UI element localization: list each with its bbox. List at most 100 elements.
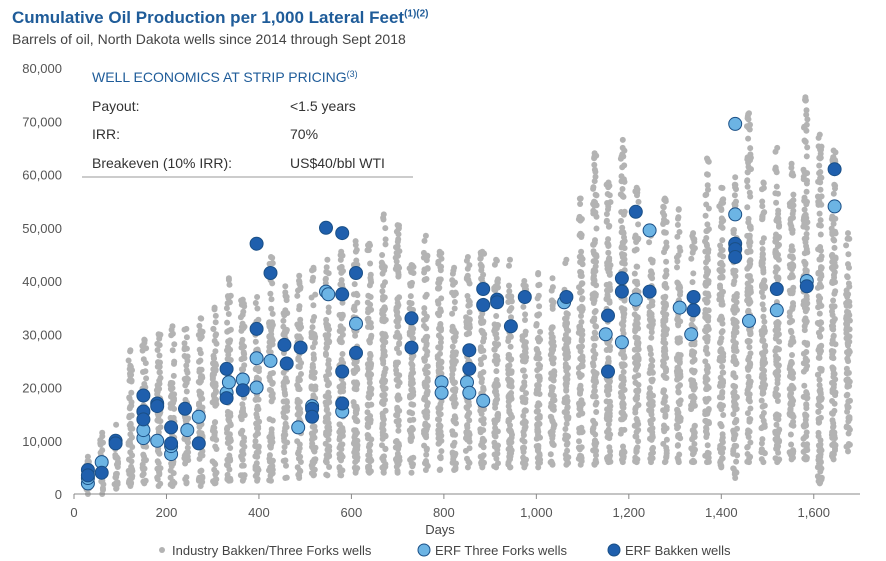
industry-point bbox=[802, 261, 809, 268]
industry-point bbox=[618, 209, 625, 215]
industry-point bbox=[213, 340, 220, 347]
industry-point bbox=[563, 420, 570, 427]
industry-point bbox=[421, 381, 428, 388]
industry-point bbox=[154, 382, 161, 389]
industry-point bbox=[520, 454, 527, 461]
industry-point bbox=[210, 355, 217, 362]
industry-point bbox=[464, 405, 471, 412]
industry-point bbox=[674, 406, 681, 413]
industry-point bbox=[308, 294, 315, 301]
industry-point bbox=[521, 278, 528, 284]
industry-point bbox=[195, 477, 202, 484]
industry-point bbox=[745, 295, 752, 302]
industry-point bbox=[451, 338, 458, 344]
industry-point bbox=[661, 351, 668, 358]
industry-point bbox=[466, 329, 472, 336]
three-forks-point bbox=[191, 409, 206, 424]
industry-point bbox=[420, 317, 427, 324]
industry-point bbox=[408, 460, 415, 467]
industry-point bbox=[621, 414, 628, 421]
industry-point bbox=[817, 231, 824, 238]
industry-point bbox=[168, 393, 174, 400]
industry-point bbox=[619, 449, 625, 456]
industry-point bbox=[364, 423, 371, 430]
industry-point bbox=[803, 405, 810, 412]
industry-point bbox=[787, 318, 794, 325]
industry-point bbox=[702, 347, 709, 354]
bakken-point bbox=[164, 420, 179, 435]
bakken-point bbox=[476, 282, 491, 296]
industry-point bbox=[832, 341, 839, 348]
industry-point bbox=[663, 271, 670, 278]
industry-point bbox=[606, 410, 613, 417]
industry-point bbox=[479, 248, 486, 255]
industry-point bbox=[547, 451, 554, 458]
industry-point bbox=[324, 472, 331, 479]
industry-point bbox=[591, 342, 598, 349]
industry-point bbox=[563, 455, 570, 462]
industry-point bbox=[674, 442, 681, 449]
industry-point bbox=[421, 269, 428, 276]
industry-point bbox=[704, 171, 711, 178]
industry-point bbox=[790, 197, 797, 204]
industry-point bbox=[718, 464, 725, 471]
industry-point bbox=[392, 362, 399, 369]
industry-point bbox=[691, 441, 698, 447]
industry-point bbox=[450, 281, 456, 288]
industry-point bbox=[252, 438, 259, 445]
industry-point bbox=[607, 448, 614, 455]
industry-point bbox=[690, 459, 697, 466]
industry-point bbox=[324, 256, 331, 263]
industry-point bbox=[309, 324, 316, 331]
industry-point bbox=[183, 345, 190, 352]
industry-point bbox=[451, 264, 458, 271]
industry-point bbox=[843, 365, 850, 372]
industry-point bbox=[450, 355, 457, 362]
industry-point bbox=[255, 443, 262, 450]
industry-point bbox=[677, 371, 684, 378]
industry-point bbox=[212, 312, 219, 319]
industry-point bbox=[196, 346, 203, 353]
industry-point bbox=[451, 467, 458, 473]
industry-point bbox=[255, 406, 262, 413]
industry-point bbox=[590, 185, 597, 192]
industry-point bbox=[804, 363, 811, 369]
industry-point bbox=[494, 322, 501, 328]
industry-point bbox=[379, 252, 386, 258]
industry-point bbox=[394, 376, 401, 383]
industry-point bbox=[422, 432, 428, 439]
industry-point bbox=[536, 391, 543, 397]
industry-point bbox=[494, 353, 501, 360]
industry-point bbox=[140, 369, 146, 375]
industry-point bbox=[576, 325, 583, 332]
industry-point bbox=[563, 386, 570, 393]
industry-point bbox=[422, 293, 429, 300]
industry-point bbox=[507, 422, 513, 429]
industry-point bbox=[409, 362, 416, 369]
industry-point bbox=[617, 430, 624, 437]
bakken-point bbox=[476, 298, 491, 312]
industry-point bbox=[225, 311, 232, 317]
industry-point bbox=[466, 280, 473, 287]
industry-point bbox=[817, 256, 824, 263]
industry-point bbox=[690, 270, 697, 277]
industry-point bbox=[663, 404, 670, 411]
industry-point bbox=[690, 230, 697, 237]
industry-point bbox=[351, 370, 357, 376]
industry-point bbox=[604, 434, 611, 441]
industry-point bbox=[800, 350, 807, 357]
industry-point bbox=[381, 453, 387, 460]
industry-point bbox=[772, 352, 779, 359]
industry-point bbox=[239, 320, 246, 327]
industry-point bbox=[676, 358, 683, 365]
industry-point bbox=[196, 368, 203, 375]
industry-point bbox=[167, 474, 174, 481]
industry-point bbox=[310, 264, 317, 271]
industry-point bbox=[534, 335, 541, 342]
industry-point bbox=[845, 235, 852, 242]
x-tick-label: 400 bbox=[248, 505, 270, 520]
industry-point bbox=[170, 414, 177, 421]
industry-point bbox=[776, 223, 782, 230]
industry-point bbox=[99, 429, 106, 436]
industry-point bbox=[817, 186, 824, 193]
